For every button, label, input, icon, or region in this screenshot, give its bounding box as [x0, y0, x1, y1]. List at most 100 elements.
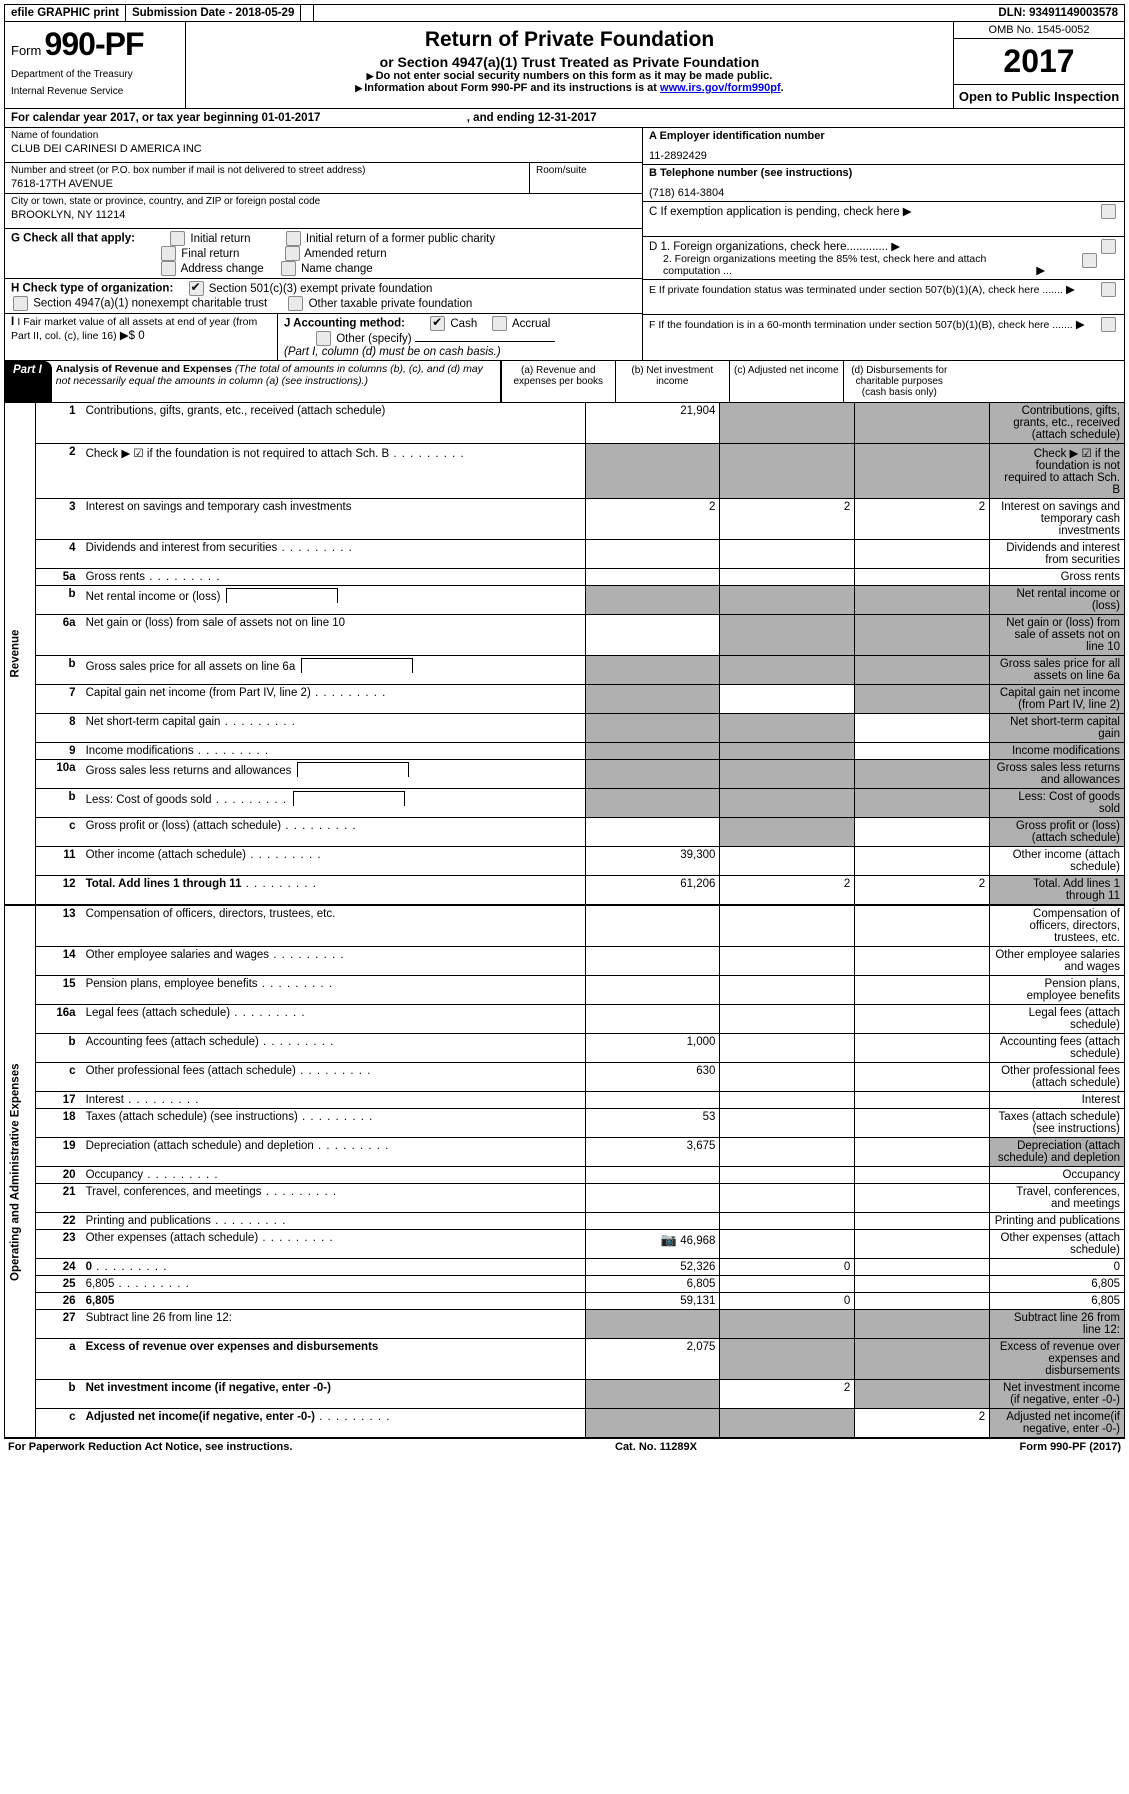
form-container: efile GRAPHIC print Submission Date - 20… [4, 4, 1125, 1439]
line-row: 14Other employee salaries and wagesOther… [5, 947, 1124, 976]
header-right: OMB No. 1545-0052 2017 Open to Public In… [953, 22, 1124, 108]
amount-col-d: Printing and publications [990, 1213, 1124, 1230]
amount-col-d: Dividends and interest from securities [990, 540, 1124, 569]
amount-col-c [855, 1109, 990, 1138]
line-number: 13 [35, 906, 81, 947]
checkbox-exemption-pending[interactable] [1101, 204, 1116, 219]
checkbox-initial-former[interactable] [286, 231, 301, 246]
line-row: aExcess of revenue over expenses and dis… [5, 1339, 1124, 1380]
amount-col-a [585, 976, 720, 1005]
line-number: 23 [35, 1230, 81, 1259]
line-number: 27 [35, 1310, 81, 1339]
col-d-header: (d) Disbursements for charitable purpose… [843, 361, 955, 402]
amount-col-a: 59,131 [585, 1293, 720, 1310]
amount-col-d: Other employee salaries and wages [990, 947, 1124, 976]
attachment-icon[interactable]: 📷 [661, 1232, 677, 1247]
foundation-name: CLUB DEI CARINESI D AMERICA INC [11, 143, 636, 155]
form-header: Form 990-PF Department of the Treasury I… [5, 22, 1124, 109]
amount-col-b [720, 1230, 855, 1259]
amount-col-b [720, 1310, 855, 1339]
section-g: G Check all that apply: Initial return I… [5, 229, 642, 279]
line-description: Contributions, gifts, grants, etc., rece… [82, 403, 585, 444]
line-row: 6aNet gain or (loss) from sale of assets… [5, 615, 1124, 656]
instructions-link[interactable]: www.irs.gov/form990pf [660, 82, 781, 94]
line-description: Gross sales less returns and allowances [82, 760, 585, 789]
section-e: E If private foundation status was termi… [643, 280, 1124, 315]
fmv-value: $ 0 [129, 330, 145, 342]
amount-col-b [720, 1034, 855, 1063]
amount-col-d: Travel, conferences, and meetings [990, 1184, 1124, 1213]
line-description: Taxes (attach schedule) (see instruction… [82, 1109, 585, 1138]
line-number: 26 [35, 1293, 81, 1310]
checkbox-85pct-test[interactable] [1082, 253, 1097, 268]
checkbox-501c3[interactable] [189, 281, 204, 296]
line-description: Printing and publications [82, 1213, 585, 1230]
line-number: c [35, 818, 81, 847]
amount-col-a [585, 656, 720, 685]
part1-header: Part I Analysis of Revenue and Expenses … [5, 360, 1124, 403]
amount-col-a: 2 [585, 499, 720, 540]
line-number: 17 [35, 1092, 81, 1109]
line-number: b [35, 1034, 81, 1063]
line-row: c Gross profit or (loss) (attach schedule… [5, 818, 1124, 847]
line-row: cAdjusted net income(if negative, enter … [5, 1409, 1124, 1438]
amount-col-a [585, 586, 720, 615]
checkbox-foreign-org[interactable] [1101, 239, 1116, 254]
paperwork-notice: For Paperwork Reduction Act Notice, see … [8, 1441, 292, 1453]
checkbox-initial-return[interactable] [170, 231, 185, 246]
amount-col-d: Gross profit or (loss) (attach schedule) [990, 818, 1124, 847]
amount-col-b [720, 818, 855, 847]
amount-col-c [855, 818, 990, 847]
amount-col-a: 61,206 [585, 876, 720, 905]
amount-col-d: 6,805 [990, 1276, 1124, 1293]
checkbox-4947a1[interactable] [13, 296, 28, 311]
line-number: 21 [35, 1184, 81, 1213]
amount-col-b: 2 [720, 876, 855, 905]
amount-col-a [585, 1213, 720, 1230]
line-row: 9Income modificationsIncome modification… [5, 743, 1124, 760]
checkbox-other-taxable[interactable] [288, 296, 303, 311]
amount-col-b [720, 1339, 855, 1380]
form-prefix: Form [11, 43, 41, 58]
amount-col-d: Occupancy [990, 1167, 1124, 1184]
amount-col-a: 📷 46,968 [585, 1230, 720, 1259]
line-row: 17InterestInterest [5, 1092, 1124, 1109]
amount-col-c [855, 906, 990, 947]
section-h: H Check type of organization: Section 50… [5, 279, 642, 314]
omb-number: OMB No. 1545-0052 [954, 22, 1124, 39]
line-description: Travel, conferences, and meetings [82, 1184, 585, 1213]
line-description: 6,805 [82, 1276, 585, 1293]
amount-col-a [585, 818, 720, 847]
checkbox-status-terminated[interactable] [1101, 282, 1116, 297]
amount-col-c [855, 714, 990, 743]
checkbox-final-return[interactable] [161, 246, 176, 261]
amount-col-b: 2 [720, 1380, 855, 1409]
line-description: Check ▶ ☑ if the foundation is not requi… [82, 444, 585, 499]
amount-col-b [720, 1409, 855, 1438]
amount-col-c [855, 586, 990, 615]
line-number: 20 [35, 1167, 81, 1184]
line-number: 9 [35, 743, 81, 760]
amount-col-d: Gross sales price for all assets on line… [990, 656, 1124, 685]
amount-col-c [855, 1005, 990, 1034]
amount-col-a [585, 1005, 720, 1034]
amount-col-a [585, 789, 720, 818]
checkbox-accrual[interactable] [492, 316, 507, 331]
checkbox-name-change[interactable] [281, 261, 296, 276]
amount-col-b [720, 1276, 855, 1293]
amount-col-d: 6,805 [990, 1293, 1124, 1310]
amount-col-b [720, 1092, 855, 1109]
line-row: 10aGross sales less returns and allowanc… [5, 760, 1124, 789]
amount-col-a [585, 1184, 720, 1213]
checkbox-other-method[interactable] [316, 331, 331, 346]
amount-col-d: Income modifications [990, 743, 1124, 760]
checkbox-address-change[interactable] [161, 261, 176, 276]
amount-col-a [585, 743, 720, 760]
dln: DLN: 93491149003578 [992, 5, 1124, 21]
amount-col-a [585, 714, 720, 743]
amount-col-c [855, 656, 990, 685]
line-row: 16aLegal fees (attach schedule)Legal fee… [5, 1005, 1124, 1034]
checkbox-60month-term[interactable] [1101, 317, 1116, 332]
checkbox-amended-return[interactable] [285, 246, 300, 261]
checkbox-cash[interactable] [430, 316, 445, 331]
